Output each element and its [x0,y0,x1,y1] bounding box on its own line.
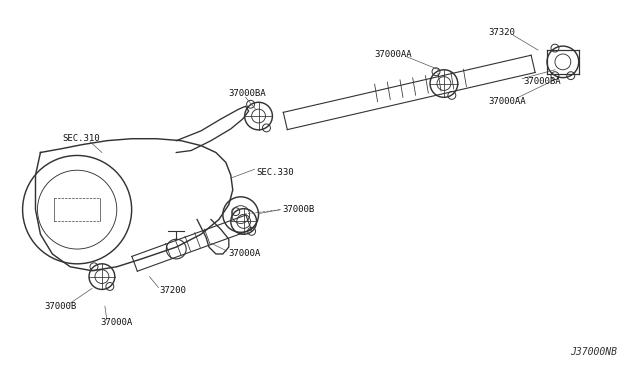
Text: SEC.310: SEC.310 [62,134,100,143]
Text: 37000B: 37000B [44,302,77,311]
Text: 37000A: 37000A [100,318,132,327]
Text: 37000AA: 37000AA [374,49,412,58]
Text: 37200: 37200 [159,286,186,295]
Text: 37320: 37320 [488,28,515,37]
Text: 37000A: 37000A [228,250,261,259]
Text: 37000B: 37000B [282,205,315,214]
Text: 37000BA: 37000BA [228,89,266,98]
Text: 37000BA: 37000BA [524,77,561,86]
Text: SEC.330: SEC.330 [257,168,294,177]
Text: J37000NB: J37000NB [570,347,618,357]
Text: 37000AA: 37000AA [488,97,526,106]
